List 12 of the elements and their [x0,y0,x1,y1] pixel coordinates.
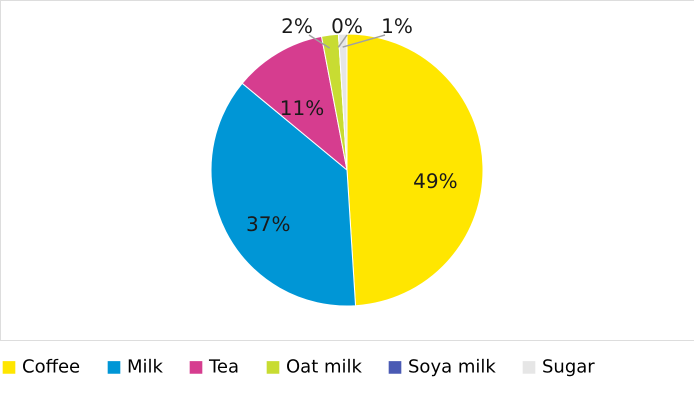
legend-label: Tea [208,356,240,378]
legend-label: Milk [127,356,164,378]
legend-label: Soya milk [408,356,496,378]
data-label: 49% [413,169,458,194]
legend-label: Coffee [22,356,80,378]
legend-label: Sugar [542,356,596,378]
data-label: 37% [246,212,290,236]
data-label: 11% [280,96,324,120]
data-label: 2% [281,14,313,38]
data-label: 1% [381,14,413,38]
text: 0% [331,14,363,38]
legend-label: Oat milk [286,356,363,378]
